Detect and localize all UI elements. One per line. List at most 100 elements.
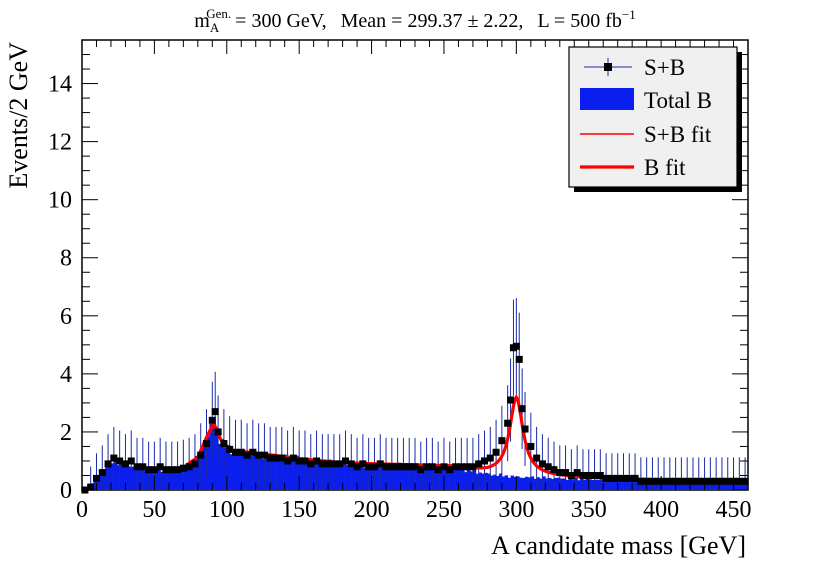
data-point (284, 457, 292, 465)
background-bin (177, 467, 181, 490)
data-point (550, 466, 558, 474)
background-bin (241, 450, 245, 490)
data-point (399, 463, 407, 471)
background-bin (504, 475, 509, 490)
background-bin (293, 461, 297, 490)
data-point (518, 405, 526, 413)
data-point (602, 474, 610, 482)
data-point (457, 463, 465, 471)
background-bin (580, 478, 584, 490)
background-bin (481, 473, 485, 490)
background-bin (574, 477, 578, 490)
data-point (619, 474, 627, 482)
data-point (660, 477, 668, 485)
data-point (677, 477, 685, 485)
data-point (249, 448, 257, 456)
background-bin (122, 464, 126, 490)
data-point (394, 463, 402, 471)
background-bin (345, 464, 349, 490)
background-bin (261, 458, 265, 490)
data-point (295, 457, 303, 465)
legend-item-b-fit: B fit (580, 155, 686, 180)
data-point (608, 474, 616, 482)
background-bin (643, 479, 648, 490)
background-bin (200, 447, 205, 490)
background-bin (545, 478, 549, 490)
data-point (133, 463, 141, 471)
data-point (701, 477, 709, 485)
data-point (376, 460, 384, 468)
background-bin (220, 438, 225, 490)
background-bin (516, 476, 520, 490)
background-bin (666, 482, 671, 490)
x-tick-label: 200 (354, 497, 390, 523)
background-bin (102, 470, 106, 490)
background-bin (160, 471, 164, 490)
background-bin (441, 465, 445, 490)
background-bin (409, 465, 413, 490)
background-bin (171, 468, 176, 490)
background-bin (362, 467, 367, 490)
background-bin (519, 477, 523, 490)
background-bin (507, 477, 511, 490)
data-point (735, 477, 743, 485)
background-bin (276, 458, 280, 490)
background-bin (113, 459, 118, 490)
data-point (208, 416, 216, 424)
x-tick-label: 50 (142, 497, 166, 523)
x-tick-label: 100 (209, 497, 245, 523)
background-bin (493, 474, 497, 490)
background-bin (432, 469, 436, 490)
background-bin (328, 459, 332, 490)
background-bin (551, 479, 555, 490)
background-bin (661, 481, 665, 490)
data-point (544, 463, 552, 471)
background-bin (733, 481, 737, 490)
background-bin (710, 482, 714, 490)
data-point (648, 477, 656, 485)
data-point (405, 463, 413, 471)
background-bin (614, 480, 619, 490)
background-bin (429, 464, 433, 490)
data-point (359, 460, 367, 468)
data-point (521, 425, 529, 433)
error-bars (83, 298, 747, 491)
background-bin (620, 481, 624, 490)
data-point (428, 463, 436, 471)
data-point (168, 466, 176, 474)
data-point (121, 460, 129, 468)
data-point (365, 463, 373, 471)
data-point (666, 477, 674, 485)
background-bin (319, 464, 323, 490)
data-point (150, 466, 158, 474)
background-bin (623, 480, 627, 490)
background-bin (174, 470, 178, 490)
data-point (718, 477, 726, 485)
background-bin (713, 480, 717, 490)
data-point (220, 440, 228, 448)
background-bin (539, 478, 543, 490)
background-bin (406, 468, 410, 490)
background-bin (412, 465, 416, 490)
data-point (724, 477, 732, 485)
data-point (579, 471, 587, 479)
background-bin (194, 455, 199, 490)
legend-label-sb: S+B (644, 55, 685, 80)
background-bin (591, 479, 595, 490)
legend-item-total-b: Total B (580, 88, 712, 113)
background-bin (655, 480, 659, 490)
background-bin (403, 465, 407, 490)
legend-label-sb-fit: S+B fit (644, 122, 712, 147)
background-bin (658, 481, 662, 490)
background-bin (192, 463, 196, 490)
data-point (512, 342, 520, 350)
background-bin (571, 479, 575, 490)
data-point (307, 460, 315, 468)
background-bin (745, 480, 749, 490)
data-point (411, 463, 419, 471)
y-tick-label: 10 (48, 188, 72, 214)
background-bin (397, 462, 401, 490)
background-bin (484, 472, 488, 490)
data-point (336, 460, 344, 468)
